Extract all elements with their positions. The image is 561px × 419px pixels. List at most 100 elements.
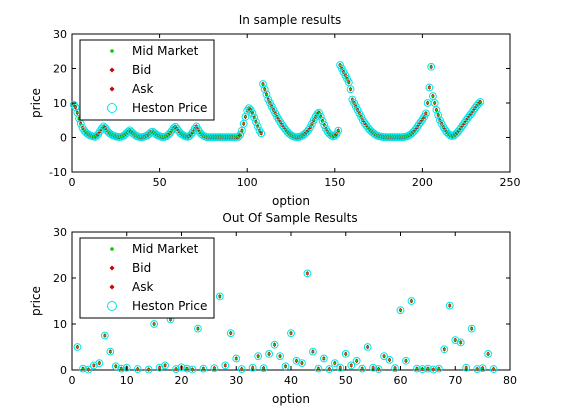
- heston-price-point: [445, 301, 454, 310]
- mid-market-point: [98, 362, 101, 365]
- x-tick-label: 50: [339, 374, 353, 387]
- heston-price-point: [265, 350, 274, 358]
- heston-price-point: [262, 90, 271, 99]
- x-axis-label: option: [272, 194, 310, 208]
- heston-price-point: [462, 363, 471, 372]
- heston-price-point: [418, 365, 427, 373]
- heston-price-point: [467, 324, 476, 333]
- heston-price-point: [117, 364, 126, 373]
- mid-market-point: [260, 132, 263, 135]
- legend-marker: [109, 67, 115, 73]
- mid-market-point: [424, 112, 428, 115]
- heston-price-point: [226, 329, 235, 338]
- mid-market-point: [339, 366, 342, 369]
- legend: Mid Market Bid Ask Heston Price: [79, 39, 215, 121]
- heston-price-point: [144, 365, 153, 374]
- heston-price-point: [232, 354, 241, 363]
- x-tick-label: 20: [175, 374, 189, 387]
- heston-price-point: [254, 352, 263, 361]
- heston-price-point: [440, 345, 449, 354]
- heston-price-point: [330, 131, 339, 140]
- chart-title: Out Of Sample Results: [222, 211, 357, 225]
- y-tick-label: 0: [60, 132, 67, 145]
- heston-price-point: [346, 85, 355, 94]
- x-tick-label: 60: [394, 374, 408, 387]
- heston-price-point: [330, 359, 339, 368]
- mid-market-point: [74, 106, 77, 109]
- heston-price-point: [248, 109, 257, 118]
- heston-price-point: [188, 365, 197, 374]
- heston-price-point: [239, 119, 248, 128]
- heston-price-point: [434, 364, 443, 373]
- mid-market-point: [479, 100, 482, 104]
- heston-price-point: [177, 363, 186, 372]
- heston-price-point: [484, 350, 493, 358]
- mid-market-point: [426, 367, 429, 370]
- heston-price-point: [150, 320, 159, 328]
- mid-market-point: [361, 367, 364, 370]
- in-sample-panel: In sample results 0 50 100 150 200 250-100102…: [29, 13, 521, 208]
- mid-market-point: [344, 352, 347, 355]
- heston-price-point: [341, 350, 350, 358]
- heston-price-point: [385, 355, 394, 364]
- heston-price-point: [314, 364, 323, 373]
- mid-market-point: [109, 350, 112, 353]
- heston-price-point: [84, 365, 93, 374]
- mid-market-point: [242, 122, 245, 125]
- heston-price-point: [369, 363, 378, 372]
- heston-price-point: [316, 112, 325, 121]
- x-tick-label: 80: [503, 374, 517, 387]
- data-marks: [69, 61, 485, 142]
- mid-market-point: [136, 367, 139, 371]
- mid-market-point: [235, 357, 238, 360]
- mid-market-point: [174, 367, 178, 371]
- heston-price-point: [253, 122, 262, 131]
- x-tick-label: 40: [284, 374, 298, 387]
- mid-market-point: [147, 368, 150, 371]
- heston-price-point: [411, 125, 420, 134]
- heston-price-point: [270, 340, 279, 349]
- mid-market-point: [265, 93, 268, 96]
- mid-market-point: [410, 299, 413, 303]
- heston-price-point: [133, 365, 142, 373]
- mid-market-point: [437, 113, 440, 117]
- mid-market-point: [196, 327, 200, 330]
- out-of-sample-panel: Out Of Sample Results 0 10 20 30 40 50 60 70 800…: [29, 211, 517, 406]
- legend-label: Heston Price: [132, 299, 207, 313]
- mid-market-point: [218, 295, 221, 298]
- heston-price-point: [257, 129, 266, 138]
- heston-price-point: [100, 331, 109, 340]
- mid-market-point: [185, 367, 189, 370]
- heston-price-point: [237, 365, 246, 373]
- heston-price-point: [245, 104, 253, 113]
- mid-market-point: [481, 367, 484, 370]
- y-axis-label: price: [29, 286, 43, 316]
- mid-market-point: [229, 332, 232, 335]
- heston-price-point: [281, 362, 290, 371]
- heston-price-point: [474, 99, 483, 108]
- heston-price-point: [423, 364, 432, 373]
- heston-price-point: [358, 364, 367, 373]
- mid-market-point: [430, 65, 433, 68]
- mid-market-point: [284, 365, 287, 368]
- heston-price-point: [315, 108, 323, 117]
- y-tick-label: 20: [53, 63, 67, 76]
- mid-market-point: [448, 304, 451, 307]
- heston-price-point: [407, 297, 416, 305]
- legend-marker: [109, 265, 115, 271]
- mid-market-point: [404, 359, 408, 362]
- mid-market-point: [311, 350, 314, 353]
- mid-market-point: [426, 101, 429, 105]
- heston-price-point: [427, 62, 436, 71]
- mid-market-point: [415, 367, 419, 370]
- heston-price-point: [347, 361, 356, 370]
- legend-label: Ask: [132, 280, 153, 294]
- x-tick-label: 250: [500, 176, 521, 189]
- mid-market-point: [399, 309, 402, 312]
- heston-price-point: [73, 343, 82, 351]
- heston-price-point: [429, 92, 437, 100]
- heston-price-point: [161, 361, 169, 370]
- heston-price-point: [298, 359, 306, 368]
- mid-market-point: [470, 327, 473, 330]
